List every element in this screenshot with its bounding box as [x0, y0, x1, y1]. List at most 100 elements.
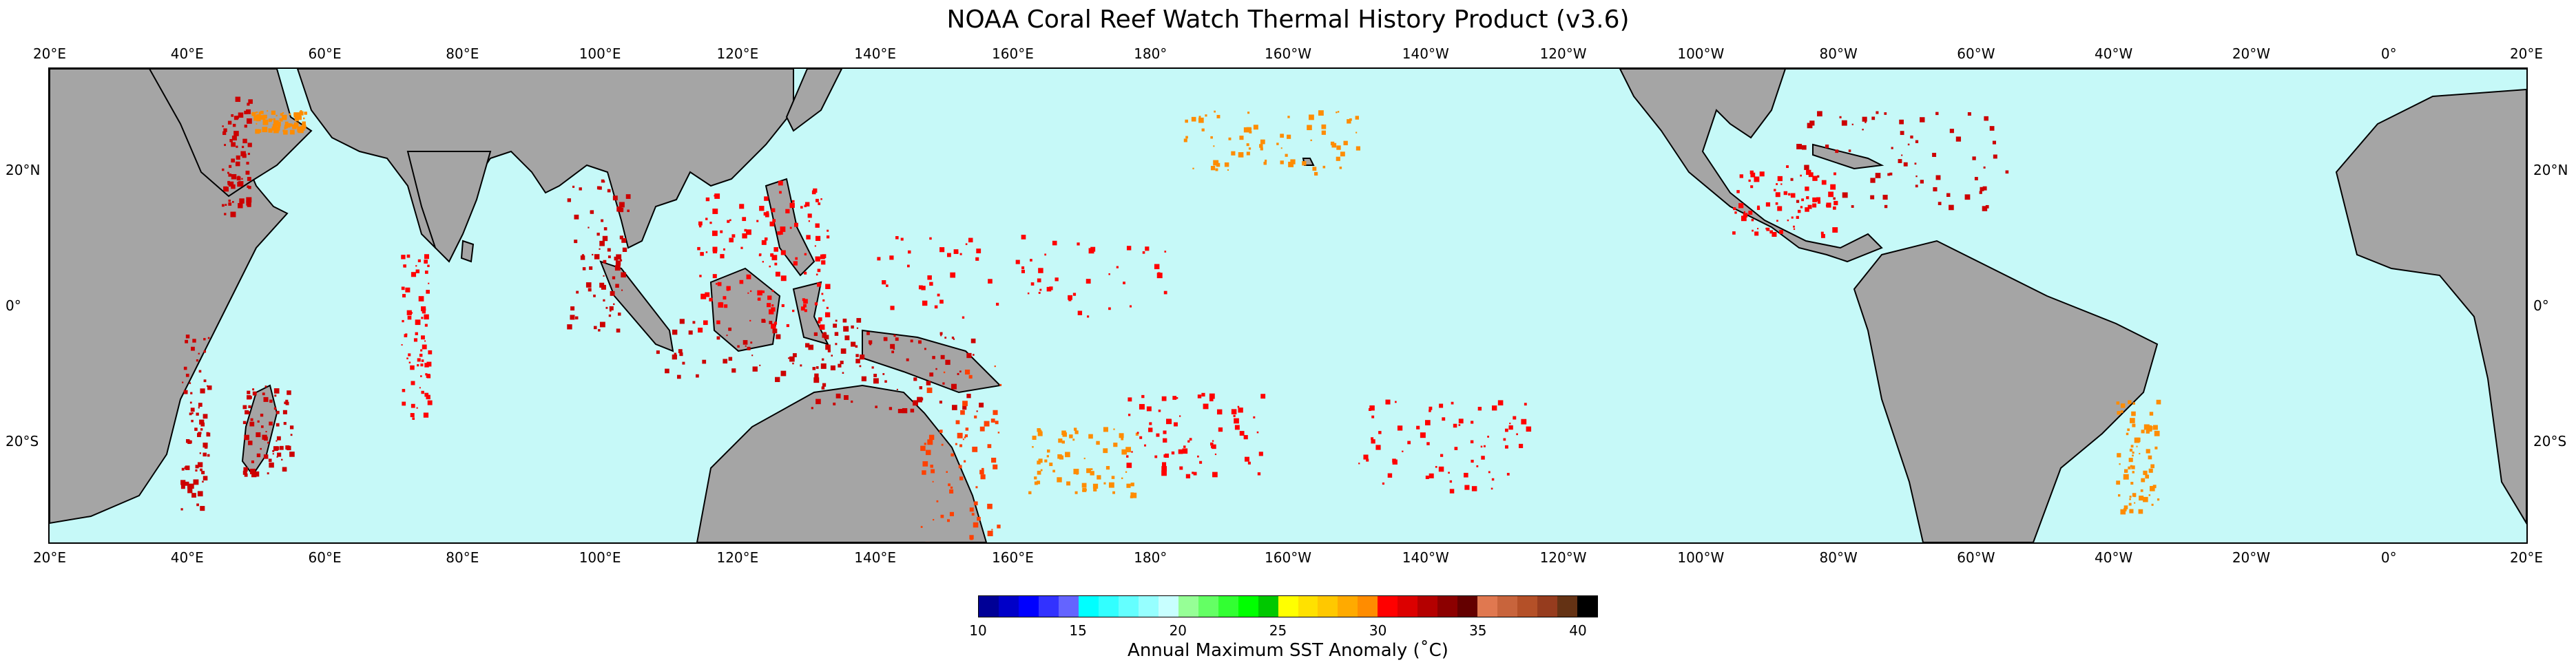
hotspot-fiji — [1176, 396, 1178, 399]
hotspot-madagascar — [252, 391, 257, 396]
hotspot-great-barrier-reef — [943, 371, 946, 374]
hotspot-indonesia — [726, 335, 728, 337]
hotspot-caribbean — [1915, 175, 1918, 178]
hotspot-madagascar — [268, 458, 272, 463]
hotspot-east-africa — [189, 440, 192, 444]
hotspot-great-barrier-reef — [994, 366, 996, 368]
hotspot-new-caledonia — [1058, 438, 1063, 443]
hotspot-polynesia — [1371, 415, 1375, 419]
hotspot-coral-triangle — [811, 407, 813, 410]
hotspot-madagascar — [256, 453, 261, 458]
hotspot-philippines — [761, 240, 767, 245]
hotspot-maldives-chagos — [420, 375, 422, 377]
colorbar-swatch — [1218, 596, 1238, 617]
hotspot-brazil — [2126, 432, 2129, 436]
hotspot-new-caledonia — [1131, 492, 1137, 498]
hotspot-red-sea — [222, 168, 225, 171]
hotspot-new-caledonia — [1046, 455, 1049, 458]
hotspot-andaman — [599, 240, 605, 246]
hotspot-hawaii — [1347, 119, 1351, 124]
hotspot-maldives-chagos — [402, 294, 406, 298]
hotspot-great-barrier-reef — [991, 457, 997, 463]
bottom-lon-tick: 80°W — [1819, 549, 1858, 566]
hotspot-persian-gulf — [273, 120, 279, 126]
hotspot-indonesia — [692, 321, 696, 324]
hotspot-south-china-sea — [720, 254, 725, 259]
hotspot-indonesia — [866, 332, 870, 335]
hotspot-persian-gulf — [284, 127, 287, 129]
hotspot-maldives-chagos — [411, 403, 415, 408]
colorbar-tick-label: 15 — [1069, 622, 1087, 639]
hotspot-maldives-chagos — [427, 254, 429, 257]
top-lon-tick: 60°E — [308, 45, 342, 62]
hotspot-brazil — [2132, 402, 2135, 405]
hotspot-east-africa — [196, 503, 199, 507]
hotspot-new-caledonia — [1121, 437, 1124, 441]
hotspot-red-sea — [248, 186, 251, 189]
hotspot-philippines — [826, 286, 829, 289]
hotspot-micronesia — [1088, 248, 1094, 254]
hotspot-great-barrier-reef — [973, 501, 978, 506]
colorbar-swatch — [1557, 596, 1578, 617]
hotspot-gulf-of-mexico — [1776, 220, 1778, 222]
hotspot-madagascar — [267, 441, 269, 444]
hotspot-hawaii — [1185, 136, 1188, 139]
hotspot-micronesia — [1030, 282, 1035, 286]
hotspot-new-caledonia — [1032, 446, 1034, 448]
hotspot-fiji — [1179, 415, 1181, 417]
hotspot-andaman — [621, 272, 626, 278]
hotspot-micronesia — [1046, 286, 1052, 292]
hotspot-hawaii — [1322, 165, 1326, 169]
hotspot-south-china-sea — [711, 231, 718, 236]
hotspot-gulf-of-mexico — [1780, 183, 1783, 185]
hotspot-gulf-of-mexico — [1793, 228, 1796, 230]
hotspot-philippines — [817, 320, 821, 324]
hotspot-micronesia — [939, 299, 944, 304]
hotspot-micronesia — [889, 255, 894, 260]
hotspot-andaman — [570, 315, 575, 320]
hotspot-gulf-of-mexico — [1797, 209, 1801, 213]
hotspot-east-africa — [206, 432, 211, 437]
hotspot-east-africa — [197, 491, 203, 497]
hotspot-philippines — [771, 324, 776, 329]
hotspot-east-africa — [180, 508, 183, 511]
hotspot-andaman — [575, 316, 579, 320]
hotspot-new-caledonia — [1090, 468, 1093, 470]
hotspot-fiji — [1161, 470, 1167, 476]
hotspot-madagascar — [265, 431, 267, 433]
hotspot-fiji — [1182, 448, 1188, 454]
hotspot-brazil — [2129, 448, 2133, 452]
hotspot-philippines — [827, 229, 829, 232]
hotspot-new-caledonia — [1105, 466, 1110, 470]
hotspot-coral-triangle — [951, 383, 957, 390]
hotspot-coral-triangle — [833, 402, 836, 405]
hotspot-east-africa — [190, 392, 193, 394]
hotspot-coral-triangle — [822, 383, 827, 387]
hotspot-gulf-of-mexico — [1807, 204, 1812, 209]
hotspot-persian-gulf — [263, 114, 267, 119]
colorbar-swatch — [1258, 596, 1278, 617]
hotspot-polynesia — [1358, 463, 1360, 465]
top-lon-tick: 120°W — [1539, 45, 1587, 62]
hotspot-philippines — [819, 324, 825, 330]
hotspot-andaman — [599, 248, 601, 250]
hotspot-indonesia — [672, 329, 678, 335]
hotspot-great-barrier-reef — [973, 522, 979, 528]
hotspot-andaman — [601, 284, 606, 290]
hotspot-new-caledonia — [1039, 430, 1042, 432]
hotspot-andaman — [601, 219, 604, 222]
top-lon-tick: 80°W — [1819, 45, 1858, 62]
hotspot-madagascar — [247, 395, 251, 400]
hotspot-east-africa — [180, 485, 185, 489]
hotspot-madagascar — [276, 410, 280, 414]
hotspot-new-caledonia — [1037, 428, 1041, 432]
hotspot-great-barrier-reef — [981, 467, 984, 471]
hotspot-andaman — [620, 259, 623, 262]
hotspot-indonesia — [672, 354, 677, 360]
hotspot-polynesia — [1470, 440, 1474, 444]
hotspot-persian-gulf — [262, 127, 268, 133]
hotspot-persian-gulf — [300, 110, 302, 112]
hotspot-indonesia — [678, 349, 683, 354]
hotspot-coral-triangle — [942, 382, 945, 385]
hotspot-andaman — [612, 276, 616, 279]
